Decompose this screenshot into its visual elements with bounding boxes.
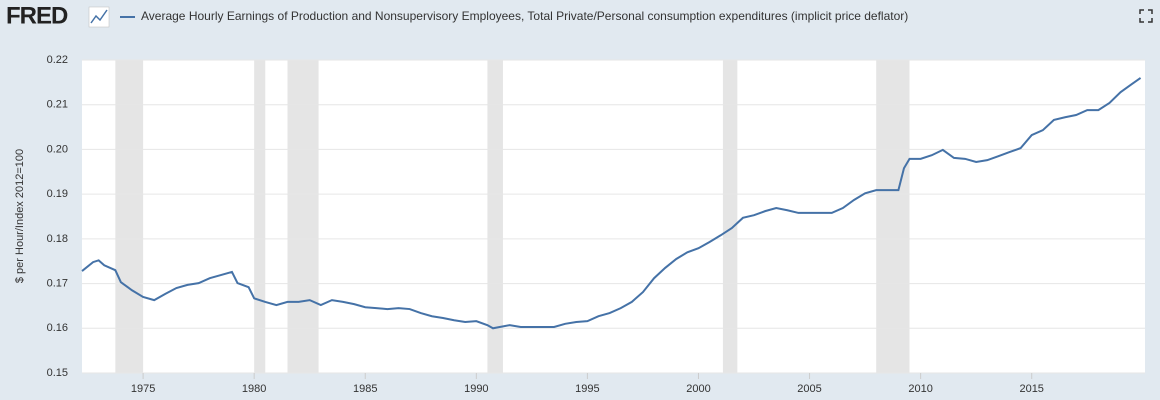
x-tick-label: 1995 bbox=[575, 383, 599, 395]
y-axis-label: $ per Hour/Index 2012=100 bbox=[14, 149, 26, 283]
logo-icon bbox=[88, 6, 110, 28]
y-tick-label: 0.15 bbox=[47, 367, 68, 379]
y-tick-label: 0.16 bbox=[47, 322, 68, 334]
y-tick-label: 0.17 bbox=[47, 277, 68, 289]
y-tick-label: 0.21 bbox=[47, 99, 68, 111]
recession-band bbox=[722, 60, 738, 373]
plot-area bbox=[82, 60, 1145, 373]
x-tick-label: 1990 bbox=[464, 383, 488, 395]
x-tick-label: 2010 bbox=[908, 383, 932, 395]
y-tick-label: 0.18 bbox=[47, 233, 68, 245]
series-line bbox=[81, 77, 1142, 330]
recession-band bbox=[115, 60, 144, 373]
x-tick-label: 2015 bbox=[1019, 383, 1043, 395]
recession-band bbox=[487, 60, 503, 373]
y-tick-label: 0.19 bbox=[47, 188, 68, 200]
y-tick-label: 0.20 bbox=[47, 143, 68, 155]
x-tick-label: 2000 bbox=[686, 383, 710, 395]
x-tick-label: 1980 bbox=[242, 383, 266, 395]
logo: FRED bbox=[6, 2, 68, 29]
x-tick-label: 1985 bbox=[353, 383, 377, 395]
y-tick-label: 0.22 bbox=[47, 54, 68, 66]
x-tick-label: 2005 bbox=[797, 383, 821, 395]
recession-band bbox=[254, 60, 266, 373]
legend-label: Average Hourly Earnings of Production an… bbox=[141, 9, 908, 23]
recession-band bbox=[876, 60, 910, 373]
x-tick-label: 1975 bbox=[131, 383, 155, 395]
recession-band bbox=[287, 60, 319, 373]
fullscreen-icon[interactable] bbox=[1139, 9, 1153, 23]
